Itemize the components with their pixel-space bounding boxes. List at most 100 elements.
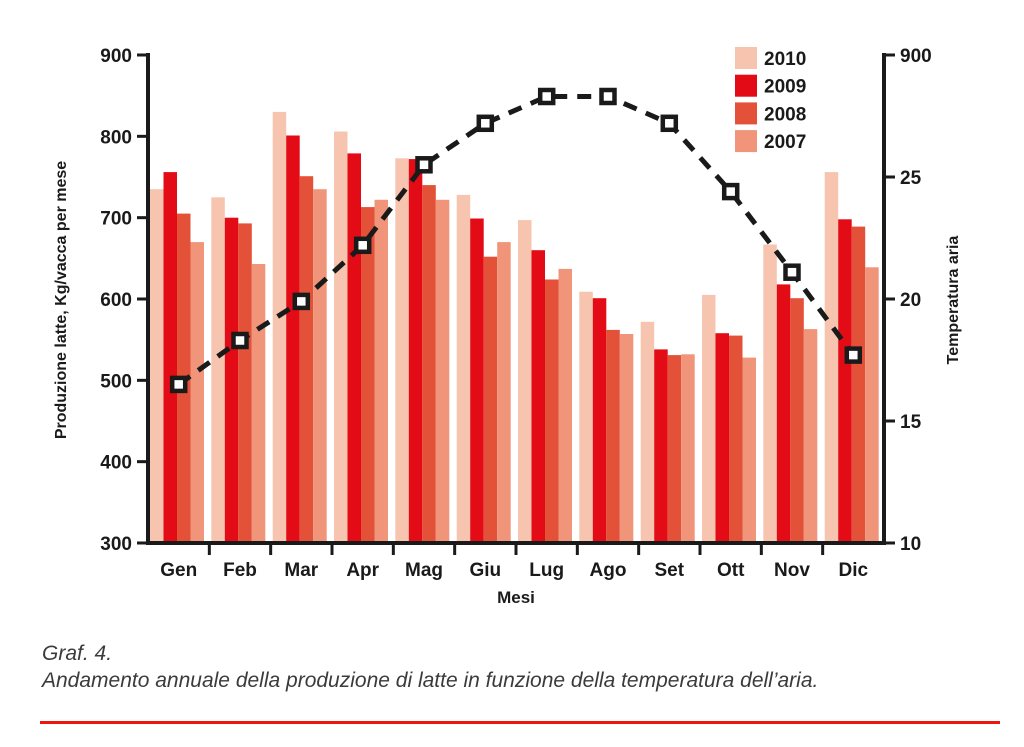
bar-2008-feb (238, 223, 252, 543)
bar-2010-mag (395, 158, 409, 544)
left-axis-tick-label-500: 500 (100, 371, 132, 392)
bar-2007-ago (619, 334, 634, 543)
bar-2010-apr (334, 131, 348, 543)
x-axis-label-set: Set (655, 560, 685, 581)
temperature-marker-mag (415, 156, 433, 174)
left-axis-tick-label-700: 700 (100, 209, 132, 230)
bar-2009-apr (347, 153, 361, 543)
bar-2010-ago (579, 291, 593, 543)
x-axis-label-apr: Apr (346, 560, 379, 581)
left-axis-tick-label-400: 400 (100, 453, 132, 474)
temperature-marker-lug (537, 87, 556, 106)
bar-2009-set (654, 349, 668, 543)
bar-2010-gen (150, 189, 164, 543)
temperature-marker-set (660, 114, 679, 133)
left-axis-tick-label-600: 600 (100, 290, 132, 311)
left-axis-tick-label-300: 300 (100, 534, 132, 555)
bar-2008-lug (545, 279, 559, 543)
bar-2008-set (667, 355, 682, 543)
x-axis-label-lug: Lug (529, 560, 564, 581)
bar-2008-apr (361, 207, 375, 543)
x-axis-label-ott: Ott (717, 560, 745, 581)
bar-2008-mag (422, 185, 436, 543)
bar-2007-set (681, 354, 695, 543)
bar-2009-lug (531, 250, 545, 543)
bar-2010-feb (211, 197, 225, 544)
bar-2007-mar (313, 189, 327, 543)
bar-2009-nov (776, 284, 791, 543)
bar-2009-gen (163, 172, 177, 543)
legend-label-2010: 2010 (764, 49, 806, 70)
bar-2010-dic (824, 172, 839, 543)
bar-2009-mag (408, 159, 423, 543)
temperature-marker-ago (599, 87, 617, 106)
x-axis-label-giu: Giu (469, 560, 501, 581)
bar-2008-ago (606, 329, 620, 543)
temperature-marker-gen (169, 375, 188, 394)
bottom-divider (40, 721, 1000, 724)
bar-2010-mar (272, 111, 287, 544)
bar-2007-nov (803, 329, 818, 543)
right-axis-tick-label-25: 25 (900, 168, 922, 189)
x-axis-label-gen: Gen (160, 560, 197, 581)
x-axis-label-mar: Mar (284, 560, 318, 581)
temperature-marker-mar (292, 292, 311, 311)
bar-2009-giu (470, 218, 484, 543)
bar-2009-feb (224, 217, 239, 543)
bar-2008-giu (483, 256, 498, 543)
bar-2007-ott (742, 357, 756, 543)
bar-2008-ott (729, 335, 743, 543)
left-axis-title: Produzione latte, Kg/vacca per mese (53, 161, 70, 439)
right-axis-tick-label-15: 15 (900, 412, 922, 433)
bar-2007-apr (374, 199, 388, 544)
bar-2007-giu (497, 242, 511, 543)
bar-2007-gen (190, 242, 204, 543)
temperature-marker-giu (476, 114, 495, 133)
bar-2009-dic (838, 219, 852, 544)
figure-caption: Graf. 4. Andamento annuale della produzi… (42, 640, 818, 694)
x-axis-label-feb: Feb (223, 560, 257, 581)
x-axis-label-nov: Nov (774, 560, 810, 581)
temperature-marker-feb (231, 331, 249, 350)
caption-label: Graf. 4. (42, 642, 113, 665)
right-axis-title: Temperatura aria (945, 236, 962, 365)
bar-2009-ago (592, 298, 607, 543)
legend-swatch-2010 (735, 47, 757, 69)
legend-swatch-2008 (735, 102, 757, 125)
legend-swatch-2009 (735, 74, 757, 97)
bar-2007-dic (865, 267, 879, 543)
bar-2009-mar (286, 135, 300, 543)
temperature-marker-ott (721, 182, 740, 201)
x-axis-label-ago: Ago (590, 560, 627, 581)
x-axis-title: Mesi (497, 588, 535, 607)
left-axis-tick-label-900: 900 (100, 46, 132, 67)
bar-2008-nov (790, 298, 804, 543)
legend-label-2007: 2007 (764, 132, 806, 153)
bar-2009-ott (715, 333, 729, 543)
right-axis-tick-label-20: 20 (900, 290, 921, 311)
bar-2008-mar (299, 176, 314, 543)
temperature-marker-apr (353, 236, 372, 255)
bar-2007-mag (435, 199, 450, 544)
bar-2010-giu (456, 194, 471, 543)
bar-2007-lug (558, 268, 572, 543)
x-axis-label-mag: Mag (405, 560, 443, 581)
legend-swatch-2007 (735, 130, 757, 153)
x-axis-label-dic: Dic (839, 560, 869, 581)
milk-temperature-chart: 300 400 500 600 700 800 900 10 15 20 25 900 Gen Feb Ma… (53, 46, 962, 607)
bar-2010-ott (702, 294, 716, 543)
temperature-marker-nov (783, 263, 801, 281)
right-axis-tick-label-900: 900 (900, 46, 932, 67)
temperature-line (177, 94, 856, 387)
bar-2007-feb (251, 264, 266, 543)
right-axis-tick-label-10: 10 (900, 534, 921, 555)
temperature-marker-dic (844, 346, 863, 364)
bar-2010-lug (518, 220, 532, 543)
bar-2010-nov (763, 244, 777, 543)
legend-label-2008: 2008 (764, 104, 806, 125)
bar-2008-dic (851, 226, 866, 543)
left-axis-tick-label-800: 800 (100, 127, 132, 148)
caption-text: Andamento annuale della produzione di la… (42, 669, 819, 692)
bar-2010-set (640, 321, 655, 543)
